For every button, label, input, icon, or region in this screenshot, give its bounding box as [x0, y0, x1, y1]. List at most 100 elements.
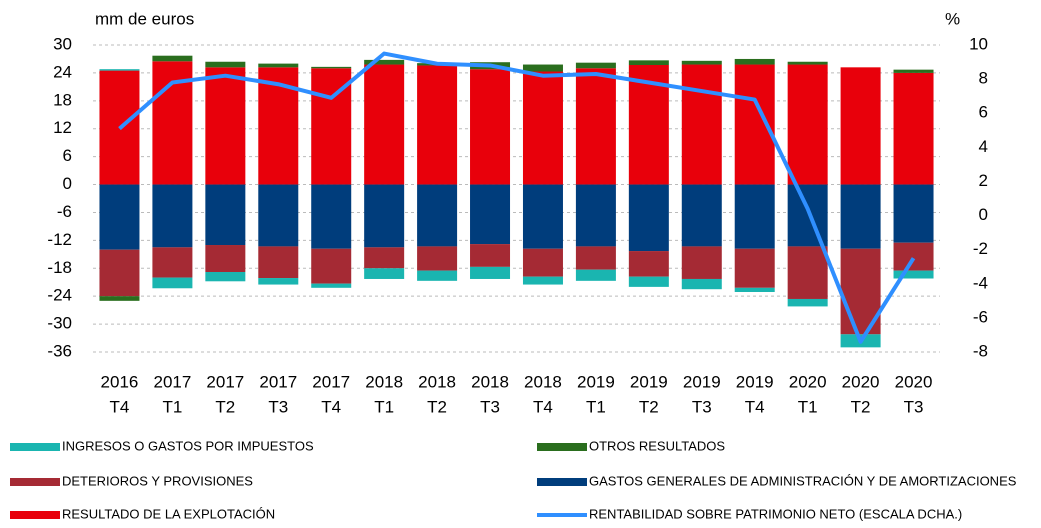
bar-segment — [787, 246, 828, 299]
bar-segment — [575, 246, 616, 270]
x-tick-label: 2020 — [789, 372, 827, 391]
bar-segment — [311, 283, 352, 288]
x-tick-label: T2 — [639, 397, 659, 416]
bar-segment — [417, 65, 458, 185]
y2-tick-label: -4 — [973, 273, 988, 292]
bar-segment — [575, 62, 616, 69]
x-tick-label: 2017 — [259, 372, 297, 391]
y2-tick-label: 2 — [979, 171, 988, 190]
x-tick-label: T1 — [374, 397, 394, 416]
bar-segment — [840, 184, 881, 249]
x-tick-label: 2016 — [101, 372, 139, 391]
legend-label: RENTABILIDAD SOBRE PATRIMONIO NETO (ESCA… — [589, 506, 962, 521]
bar-segment — [364, 184, 405, 248]
bar-segment — [152, 277, 193, 289]
bar-segment — [258, 184, 299, 247]
x-tick-label: T3 — [692, 397, 712, 416]
y-tick-label: -30 — [47, 314, 72, 333]
bar-segment — [205, 61, 246, 68]
y-tick-label: 0 — [63, 174, 72, 193]
y2-tick-label: -2 — [973, 239, 988, 258]
x-tick-label: 2017 — [206, 372, 244, 391]
x-tick-label: T3 — [480, 397, 500, 416]
legend-label: OTROS RESULTADOS — [589, 438, 725, 453]
bar-segment — [893, 184, 934, 243]
bar-segment — [99, 249, 140, 297]
y-tick-label: -6 — [57, 202, 72, 221]
bar-segment — [681, 64, 722, 185]
legend-label: DETERIOROS Y PROVISIONES — [62, 473, 253, 488]
bar-segment — [787, 61, 828, 65]
bar-segment — [258, 246, 299, 279]
x-tick-label: 2017 — [312, 372, 350, 391]
bar-segment — [205, 271, 246, 282]
y2-tick-label: -8 — [973, 341, 988, 360]
bar-segment — [628, 276, 669, 287]
bar-segment — [787, 64, 828, 185]
x-tick-label: T4 — [745, 397, 765, 416]
y2-tick-label: 8 — [979, 69, 988, 88]
x-tick-label: 2018 — [471, 372, 509, 391]
legend-swatch — [537, 443, 587, 451]
bar-segment — [99, 184, 140, 250]
bar-segment — [470, 266, 511, 279]
x-tick-label: T2 — [851, 397, 871, 416]
y-tick-label: -24 — [47, 286, 72, 305]
x-tick-label: T1 — [162, 397, 182, 416]
bar-segment — [205, 67, 246, 185]
bar-segment — [152, 184, 193, 248]
bar-segment — [470, 184, 511, 245]
bar-segment — [734, 248, 775, 288]
bar-segment — [575, 269, 616, 281]
bar-segment — [893, 72, 934, 185]
x-tick-label: T1 — [798, 397, 818, 416]
bar-segment — [470, 244, 511, 267]
x-tick-label: 2019 — [630, 372, 668, 391]
bar-segment — [681, 60, 722, 65]
y-tick-label: 18 — [53, 90, 72, 109]
bar-segment — [734, 58, 775, 65]
bar-segment — [364, 268, 405, 279]
y2-tick-label: 10 — [969, 34, 988, 53]
legend-swatch — [10, 443, 60, 451]
x-tick-label: 2020 — [895, 372, 933, 391]
x-tick-label: 2019 — [736, 372, 774, 391]
y2-tick-label: 0 — [979, 205, 988, 224]
x-tick-label: T3 — [268, 397, 288, 416]
bar-segment — [734, 184, 775, 249]
bar-segment — [840, 67, 881, 185]
x-tick-label: 2019 — [683, 372, 721, 391]
bar-segment — [417, 184, 458, 247]
x-tick-label: T2 — [427, 397, 447, 416]
bar-segment — [787, 184, 828, 247]
legend-label: RESULTADO DE LA EXPLOTACIÓN — [62, 506, 275, 521]
bar-segment — [364, 247, 405, 269]
bar-segment — [522, 276, 563, 285]
y-tick-label: -36 — [47, 341, 72, 360]
bar-segment — [893, 242, 934, 271]
y-tick-label: -12 — [47, 230, 72, 249]
x-tick-label: T4 — [321, 397, 341, 416]
legend-label: INGRESOS O GASTOS POR IMPUESTOS — [62, 438, 314, 453]
x-tick-label: T2 — [215, 397, 235, 416]
x-tick-label: 2020 — [842, 372, 880, 391]
x-tick-label: 2019 — [577, 372, 615, 391]
bar-segment — [522, 184, 563, 249]
bar-segment — [681, 184, 722, 247]
y-tick-label: 30 — [53, 34, 72, 53]
bar-segment — [628, 60, 669, 66]
bar-segment — [681, 246, 722, 279]
legend-label: GASTOS GENERALES DE ADMINISTRACIÓN Y DE … — [589, 473, 1017, 488]
bar-segment — [205, 245, 246, 272]
line-series — [118, 51, 916, 344]
y2-tick-label: -6 — [973, 307, 988, 326]
legend-swatch — [10, 511, 60, 519]
bar-segment — [893, 69, 934, 73]
bar-segment — [628, 184, 669, 252]
bar-segment — [364, 64, 405, 185]
x-tick-label: T4 — [533, 397, 553, 416]
bar-segment — [99, 69, 140, 71]
bar-segment — [417, 246, 458, 271]
y-axis-label: mm de euros — [95, 9, 194, 28]
bar-segment — [311, 66, 352, 69]
